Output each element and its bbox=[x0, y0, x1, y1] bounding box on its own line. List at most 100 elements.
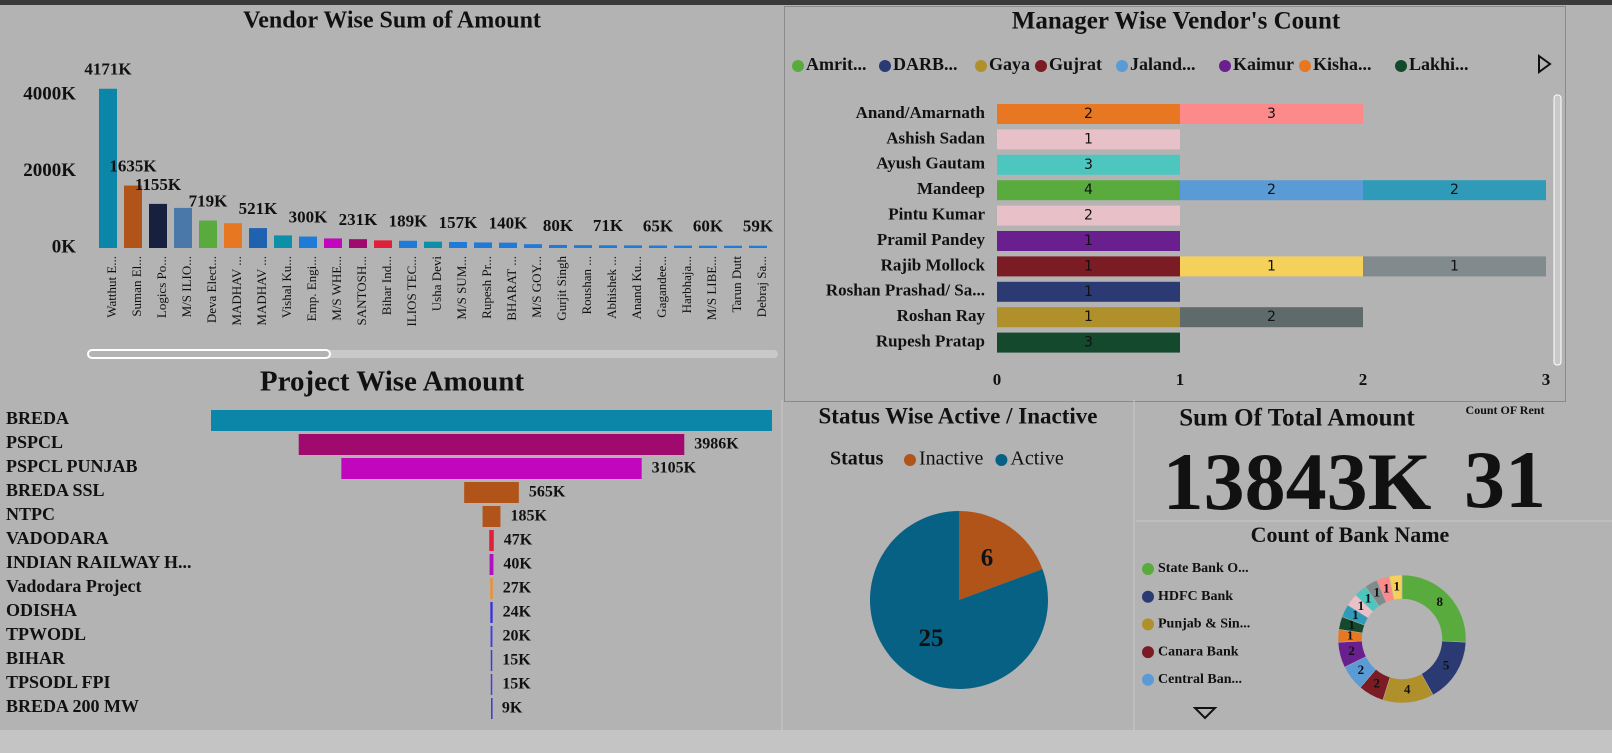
x-tick-label: M/S GOY... bbox=[529, 256, 544, 318]
data-label: 1 bbox=[1374, 585, 1381, 600]
data-label: 1 bbox=[1383, 580, 1390, 595]
legend-label: HDFC Bank bbox=[1158, 589, 1233, 604]
data-label: 2 bbox=[1450, 182, 1459, 198]
legend-down-arrow[interactable] bbox=[1192, 707, 1218, 720]
bar bbox=[224, 223, 242, 248]
data-label: 1 bbox=[1365, 591, 1372, 606]
legend-marker bbox=[792, 60, 804, 72]
y-tick-label: NTPC bbox=[6, 504, 55, 524]
card-title: Count OF Rent bbox=[1466, 403, 1545, 417]
data-label: 189K bbox=[389, 212, 429, 231]
data-label: 1 bbox=[1450, 258, 1459, 274]
y-tick-label: ODISHA bbox=[6, 600, 77, 620]
x-tick-label: Tarun Dutt bbox=[729, 256, 744, 313]
x-tick-label: 3 bbox=[1542, 370, 1551, 389]
data-label: 2 bbox=[1084, 106, 1093, 122]
y-tick-label: BREDA 200 MW bbox=[6, 696, 139, 716]
legend-label: Jaland... bbox=[1130, 54, 1196, 74]
legend-marker bbox=[904, 454, 916, 466]
data-label: 1 bbox=[1393, 578, 1400, 593]
scrollbar[interactable] bbox=[1553, 94, 1562, 366]
y-tick-label: Ashish Sadan bbox=[886, 128, 985, 147]
bar-segment bbox=[997, 256, 1180, 277]
y-tick-label: Roshan Ray bbox=[897, 306, 986, 325]
bar-segment bbox=[997, 154, 1180, 175]
y-tick-label: TPWODL bbox=[6, 624, 86, 644]
x-tick-label: Usha Devi bbox=[429, 256, 444, 312]
legend-marker bbox=[1142, 590, 1154, 603]
bar bbox=[349, 239, 367, 248]
data-label: 25 bbox=[919, 625, 944, 652]
data-label: 1155K bbox=[135, 175, 182, 194]
data-label: 1 bbox=[1358, 598, 1365, 613]
bar bbox=[674, 245, 692, 248]
legend-label: Lakhi... bbox=[1409, 54, 1469, 74]
legend-marker bbox=[1395, 60, 1407, 72]
data-label: 3 bbox=[1267, 106, 1276, 122]
data-label: 300K bbox=[289, 207, 329, 226]
card-value: 31 bbox=[1464, 434, 1546, 525]
bar bbox=[490, 626, 493, 647]
data-label: 1635K bbox=[109, 156, 157, 175]
bar bbox=[449, 242, 467, 248]
x-tick-label: Harbhaja... bbox=[679, 256, 694, 313]
data-label: 719K bbox=[189, 191, 229, 210]
y-tick-label: BREDA bbox=[6, 408, 69, 428]
x-tick-label: 1 bbox=[1176, 370, 1185, 389]
x-tick-label: Deva Elect... bbox=[204, 256, 219, 323]
y-tick-label: INDIAN RAILWAY H... bbox=[6, 552, 192, 572]
x-tick-label: Roushan ... bbox=[579, 256, 594, 315]
x-tick-label: ILIOS TEC... bbox=[404, 256, 419, 327]
bar bbox=[274, 235, 292, 248]
legend-next-arrow[interactable] bbox=[1538, 54, 1552, 74]
data-label: 1 bbox=[1084, 131, 1093, 147]
pie-slice bbox=[870, 511, 1048, 690]
data-label: 2 bbox=[1267, 182, 1276, 198]
x-tick-label: MADHAV ... bbox=[229, 256, 244, 326]
chart-title: Status Wise Active / Inactive bbox=[819, 403, 1098, 428]
data-label: 4 bbox=[1084, 182, 1093, 198]
x-tick-label: Emp. Engi... bbox=[304, 256, 319, 321]
bar bbox=[599, 245, 617, 248]
x-tick-label: Gagandee... bbox=[654, 256, 669, 318]
legend-marker bbox=[1035, 60, 1047, 72]
data-label: 3 bbox=[1084, 157, 1093, 173]
legend-label: Central Ban... bbox=[1158, 672, 1242, 687]
data-label: 3105K bbox=[652, 460, 697, 477]
y-tick-label: Anand/Amarnath bbox=[856, 103, 986, 122]
legend-label: Canara Bank bbox=[1158, 644, 1239, 659]
data-label: 60K bbox=[693, 217, 724, 236]
y-tick-label: Pintu Kumar bbox=[888, 205, 985, 224]
x-tick-label: Logics Po... bbox=[154, 256, 169, 318]
bar-segment bbox=[997, 332, 1180, 353]
legend-label: DARB... bbox=[893, 54, 958, 74]
y-tick-label: PSPCL PUNJAB bbox=[6, 456, 138, 476]
legend-marker bbox=[1142, 673, 1154, 686]
donut-slice bbox=[1388, 574, 1403, 601]
data-label: 2 bbox=[1267, 309, 1276, 325]
bar bbox=[99, 88, 117, 248]
legend-label: Gujrat bbox=[1049, 54, 1102, 74]
x-tick-label: 0 bbox=[993, 370, 1002, 389]
data-label: 2 bbox=[1348, 643, 1355, 658]
card-title: Sum Of Total Amount bbox=[1179, 405, 1415, 432]
chart-title: Project Wise Amount bbox=[260, 366, 525, 398]
x-tick-label: M/S SUM... bbox=[454, 256, 469, 320]
bar bbox=[464, 482, 519, 503]
data-label: 9K bbox=[502, 700, 523, 717]
x-tick-label: Debraj Sa... bbox=[754, 256, 769, 317]
bar bbox=[490, 674, 493, 695]
data-label: 1 bbox=[1352, 607, 1359, 622]
legend-marker bbox=[1116, 60, 1128, 72]
data-label: 1 bbox=[1267, 258, 1276, 274]
bar bbox=[491, 698, 493, 719]
data-label: 15K bbox=[502, 676, 531, 693]
scrollbar-thumb[interactable] bbox=[87, 349, 331, 359]
legend-label: Kaimur bbox=[1233, 54, 1294, 74]
data-label: 40K bbox=[503, 556, 532, 573]
bar bbox=[749, 245, 767, 248]
y-tick-label: Pramil Pandey bbox=[877, 230, 986, 249]
data-label: 71K bbox=[593, 216, 624, 235]
